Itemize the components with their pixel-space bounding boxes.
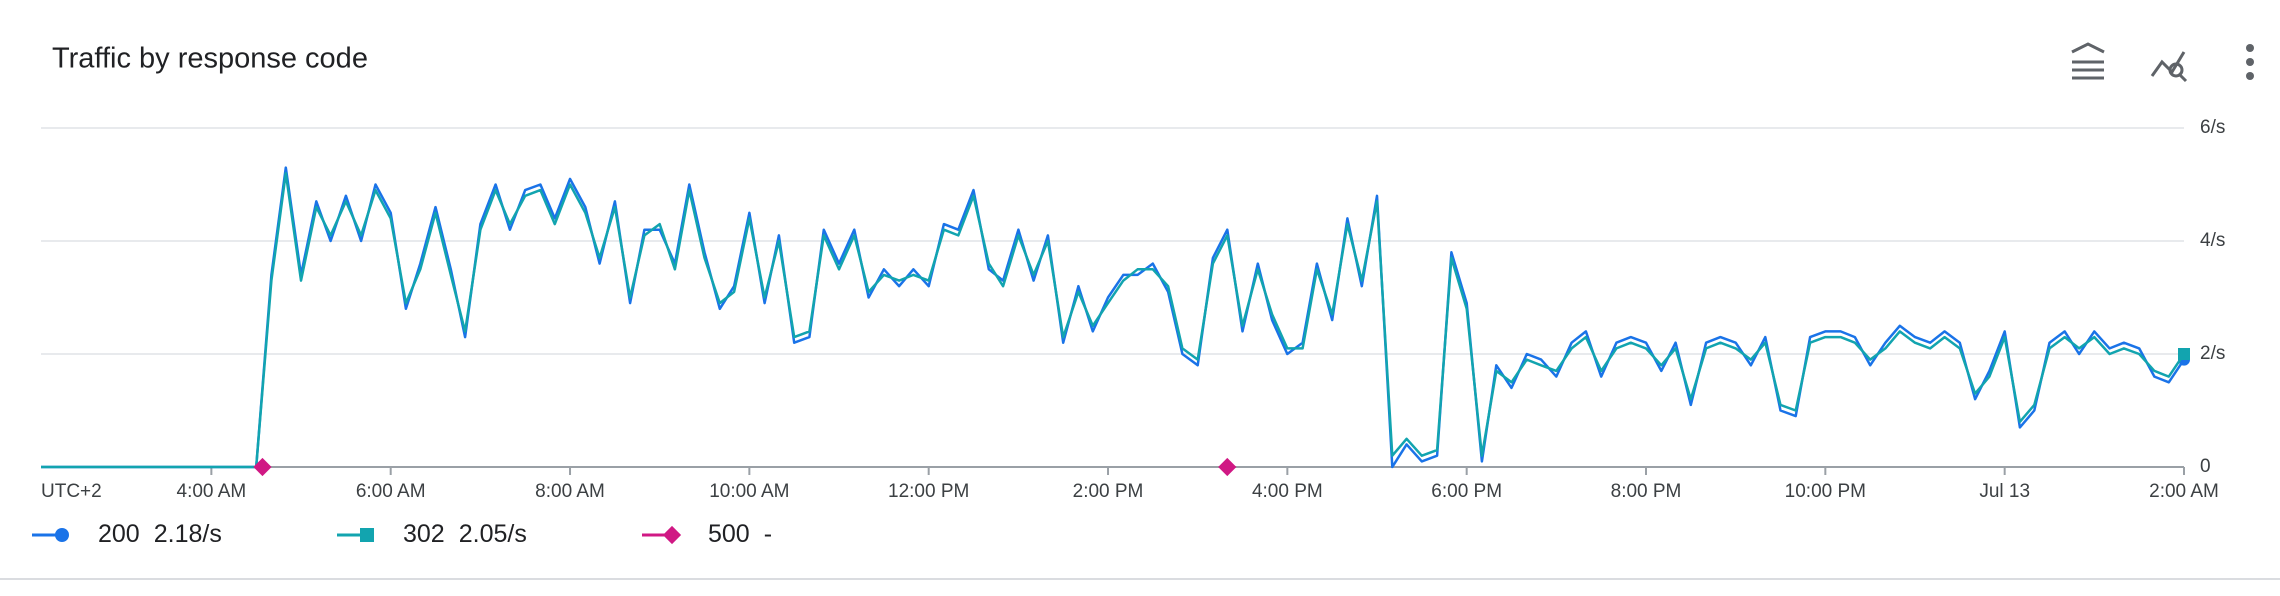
chart-title: Traffic by response code xyxy=(52,43,368,75)
x-tick-label: 8:00 PM xyxy=(1611,481,1682,502)
more-menu-icon[interactable] xyxy=(2246,44,2254,80)
x-tick-label: Jul 13 xyxy=(1979,481,2030,502)
legend-label: 200 2.18/s xyxy=(98,520,222,548)
x-tick-label: 12:00 PM xyxy=(888,481,969,502)
explore-icon[interactable] xyxy=(2150,51,2188,83)
x-tick-label: 8:00 AM xyxy=(535,481,605,502)
y-tick-label: 6/s xyxy=(2200,117,2225,138)
marker xyxy=(2178,348,2190,360)
x-tick-label: 2:00 AM xyxy=(2149,481,2219,502)
legend-marker xyxy=(662,525,682,545)
legend-item[interactable]: 500- xyxy=(642,520,772,548)
legend-name: 500 xyxy=(708,520,750,548)
legend-value: 2.05/s xyxy=(459,520,527,548)
legend-label: 500- xyxy=(708,520,772,548)
legend-name: 200 xyxy=(98,520,140,548)
timezone-label: UTC+2 xyxy=(41,481,102,502)
series-line xyxy=(41,166,2186,469)
y-tick-label: 4/s xyxy=(2200,230,2225,251)
legend-label: 302 2.05/s xyxy=(403,520,527,548)
legend-item[interactable]: 302 2.05/s xyxy=(337,520,527,548)
legend-marker xyxy=(55,528,69,542)
x-tick-label: 4:00 AM xyxy=(177,481,247,502)
marker xyxy=(253,457,272,477)
legend-name: 302 xyxy=(403,520,445,548)
legend-value: 2.18/s xyxy=(154,520,222,548)
legend-value: - xyxy=(764,520,772,548)
legend-toggle-icon[interactable] xyxy=(2071,42,2105,80)
marker xyxy=(1218,457,1237,477)
legend-marker xyxy=(360,528,374,542)
x-tick-label: 6:00 AM xyxy=(356,481,426,502)
series-line xyxy=(41,171,2186,469)
x-tick-label: 10:00 AM xyxy=(709,481,789,502)
y-tick-label: 0 xyxy=(2200,456,2211,477)
x-tick-label: 2:00 PM xyxy=(1073,481,1144,502)
x-tick-label: 4:00 PM xyxy=(1252,481,1323,502)
legend-item[interactable]: 200 2.18/s xyxy=(32,520,222,548)
x-tick-label: 6:00 PM xyxy=(1431,481,1502,502)
x-tick-label: 10:00 PM xyxy=(1785,481,1866,502)
y-tick-label: 2/s xyxy=(2200,343,2225,364)
